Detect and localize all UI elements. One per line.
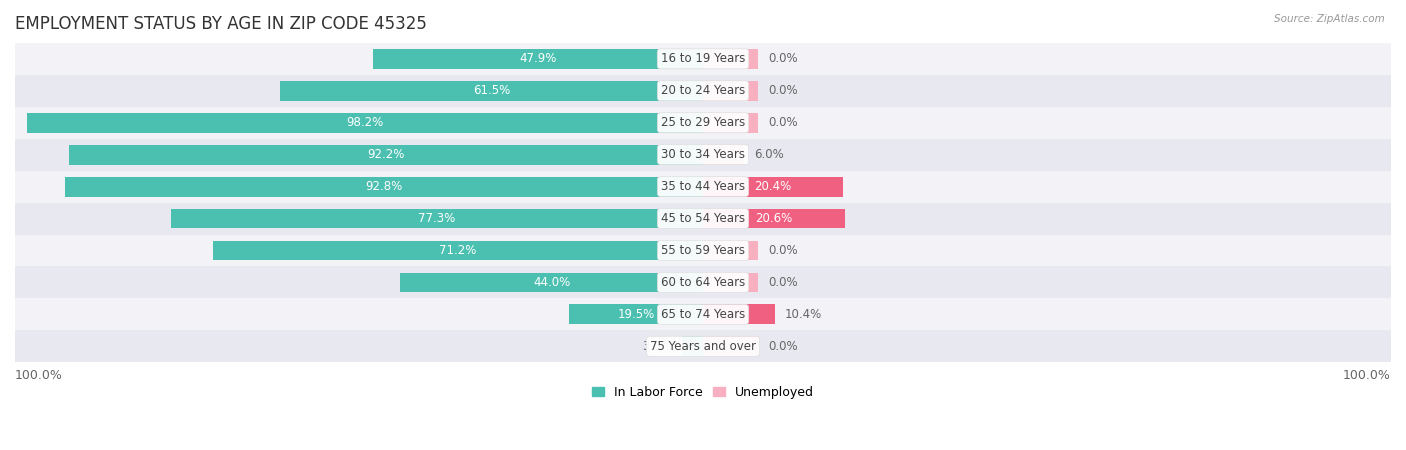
Bar: [15, 75, 1391, 107]
Bar: [569, 305, 703, 324]
Text: EMPLOYMENT STATUS BY AGE IN ZIP CODE 45325: EMPLOYMENT STATUS BY AGE IN ZIP CODE 453…: [15, 15, 427, 33]
Text: 10.4%: 10.4%: [785, 308, 823, 321]
Bar: [15, 234, 1391, 266]
Bar: [15, 139, 1391, 171]
Bar: [703, 145, 744, 165]
Text: 55 to 59 Years: 55 to 59 Years: [661, 244, 745, 257]
Bar: [703, 273, 758, 292]
Text: 100.0%: 100.0%: [15, 369, 63, 382]
Text: 92.8%: 92.8%: [366, 180, 402, 193]
Bar: [15, 43, 1391, 75]
Bar: [374, 49, 703, 69]
Text: 47.9%: 47.9%: [520, 52, 557, 65]
Bar: [703, 177, 844, 197]
Text: 20.4%: 20.4%: [755, 180, 792, 193]
Bar: [703, 81, 758, 101]
Text: 6.0%: 6.0%: [755, 148, 785, 161]
Text: 100.0%: 100.0%: [1343, 369, 1391, 382]
Bar: [69, 145, 703, 165]
Bar: [172, 209, 703, 229]
Text: 0.0%: 0.0%: [768, 52, 799, 65]
Bar: [15, 266, 1391, 298]
Text: 16 to 19 Years: 16 to 19 Years: [661, 52, 745, 65]
Text: 0.0%: 0.0%: [768, 116, 799, 129]
Text: 0.0%: 0.0%: [768, 340, 799, 353]
Text: 77.3%: 77.3%: [419, 212, 456, 225]
Text: 44.0%: 44.0%: [533, 276, 571, 289]
Text: 35 to 44 Years: 35 to 44 Years: [661, 180, 745, 193]
Text: 0.0%: 0.0%: [768, 84, 799, 97]
Text: 60 to 64 Years: 60 to 64 Years: [661, 276, 745, 289]
Text: 92.2%: 92.2%: [367, 148, 405, 161]
Text: 19.5%: 19.5%: [617, 308, 655, 321]
Text: 71.2%: 71.2%: [440, 244, 477, 257]
Text: 20.6%: 20.6%: [755, 212, 793, 225]
Text: 65 to 74 Years: 65 to 74 Years: [661, 308, 745, 321]
Text: 98.2%: 98.2%: [346, 116, 384, 129]
Text: 25 to 29 Years: 25 to 29 Years: [661, 116, 745, 129]
Bar: [703, 305, 775, 324]
Bar: [682, 337, 703, 356]
Text: 0.0%: 0.0%: [768, 244, 799, 257]
Bar: [703, 49, 758, 69]
Text: 30 to 34 Years: 30 to 34 Years: [661, 148, 745, 161]
Bar: [703, 113, 758, 133]
Bar: [65, 177, 703, 197]
Bar: [703, 241, 758, 261]
Text: 45 to 54 Years: 45 to 54 Years: [661, 212, 745, 225]
Text: 0.0%: 0.0%: [768, 276, 799, 289]
Text: 61.5%: 61.5%: [472, 84, 510, 97]
Bar: [15, 298, 1391, 330]
Bar: [27, 113, 703, 133]
Bar: [15, 107, 1391, 139]
Text: Source: ZipAtlas.com: Source: ZipAtlas.com: [1274, 14, 1385, 23]
Text: 3.0%: 3.0%: [643, 340, 672, 353]
Text: 20 to 24 Years: 20 to 24 Years: [661, 84, 745, 97]
Bar: [401, 273, 703, 292]
Bar: [15, 171, 1391, 202]
Bar: [15, 330, 1391, 362]
Bar: [280, 81, 703, 101]
Bar: [703, 209, 845, 229]
Bar: [15, 202, 1391, 234]
Text: 75 Years and over: 75 Years and over: [650, 340, 756, 353]
Bar: [214, 241, 703, 261]
Bar: [703, 337, 758, 356]
Legend: In Labor Force, Unemployed: In Labor Force, Unemployed: [586, 381, 820, 404]
